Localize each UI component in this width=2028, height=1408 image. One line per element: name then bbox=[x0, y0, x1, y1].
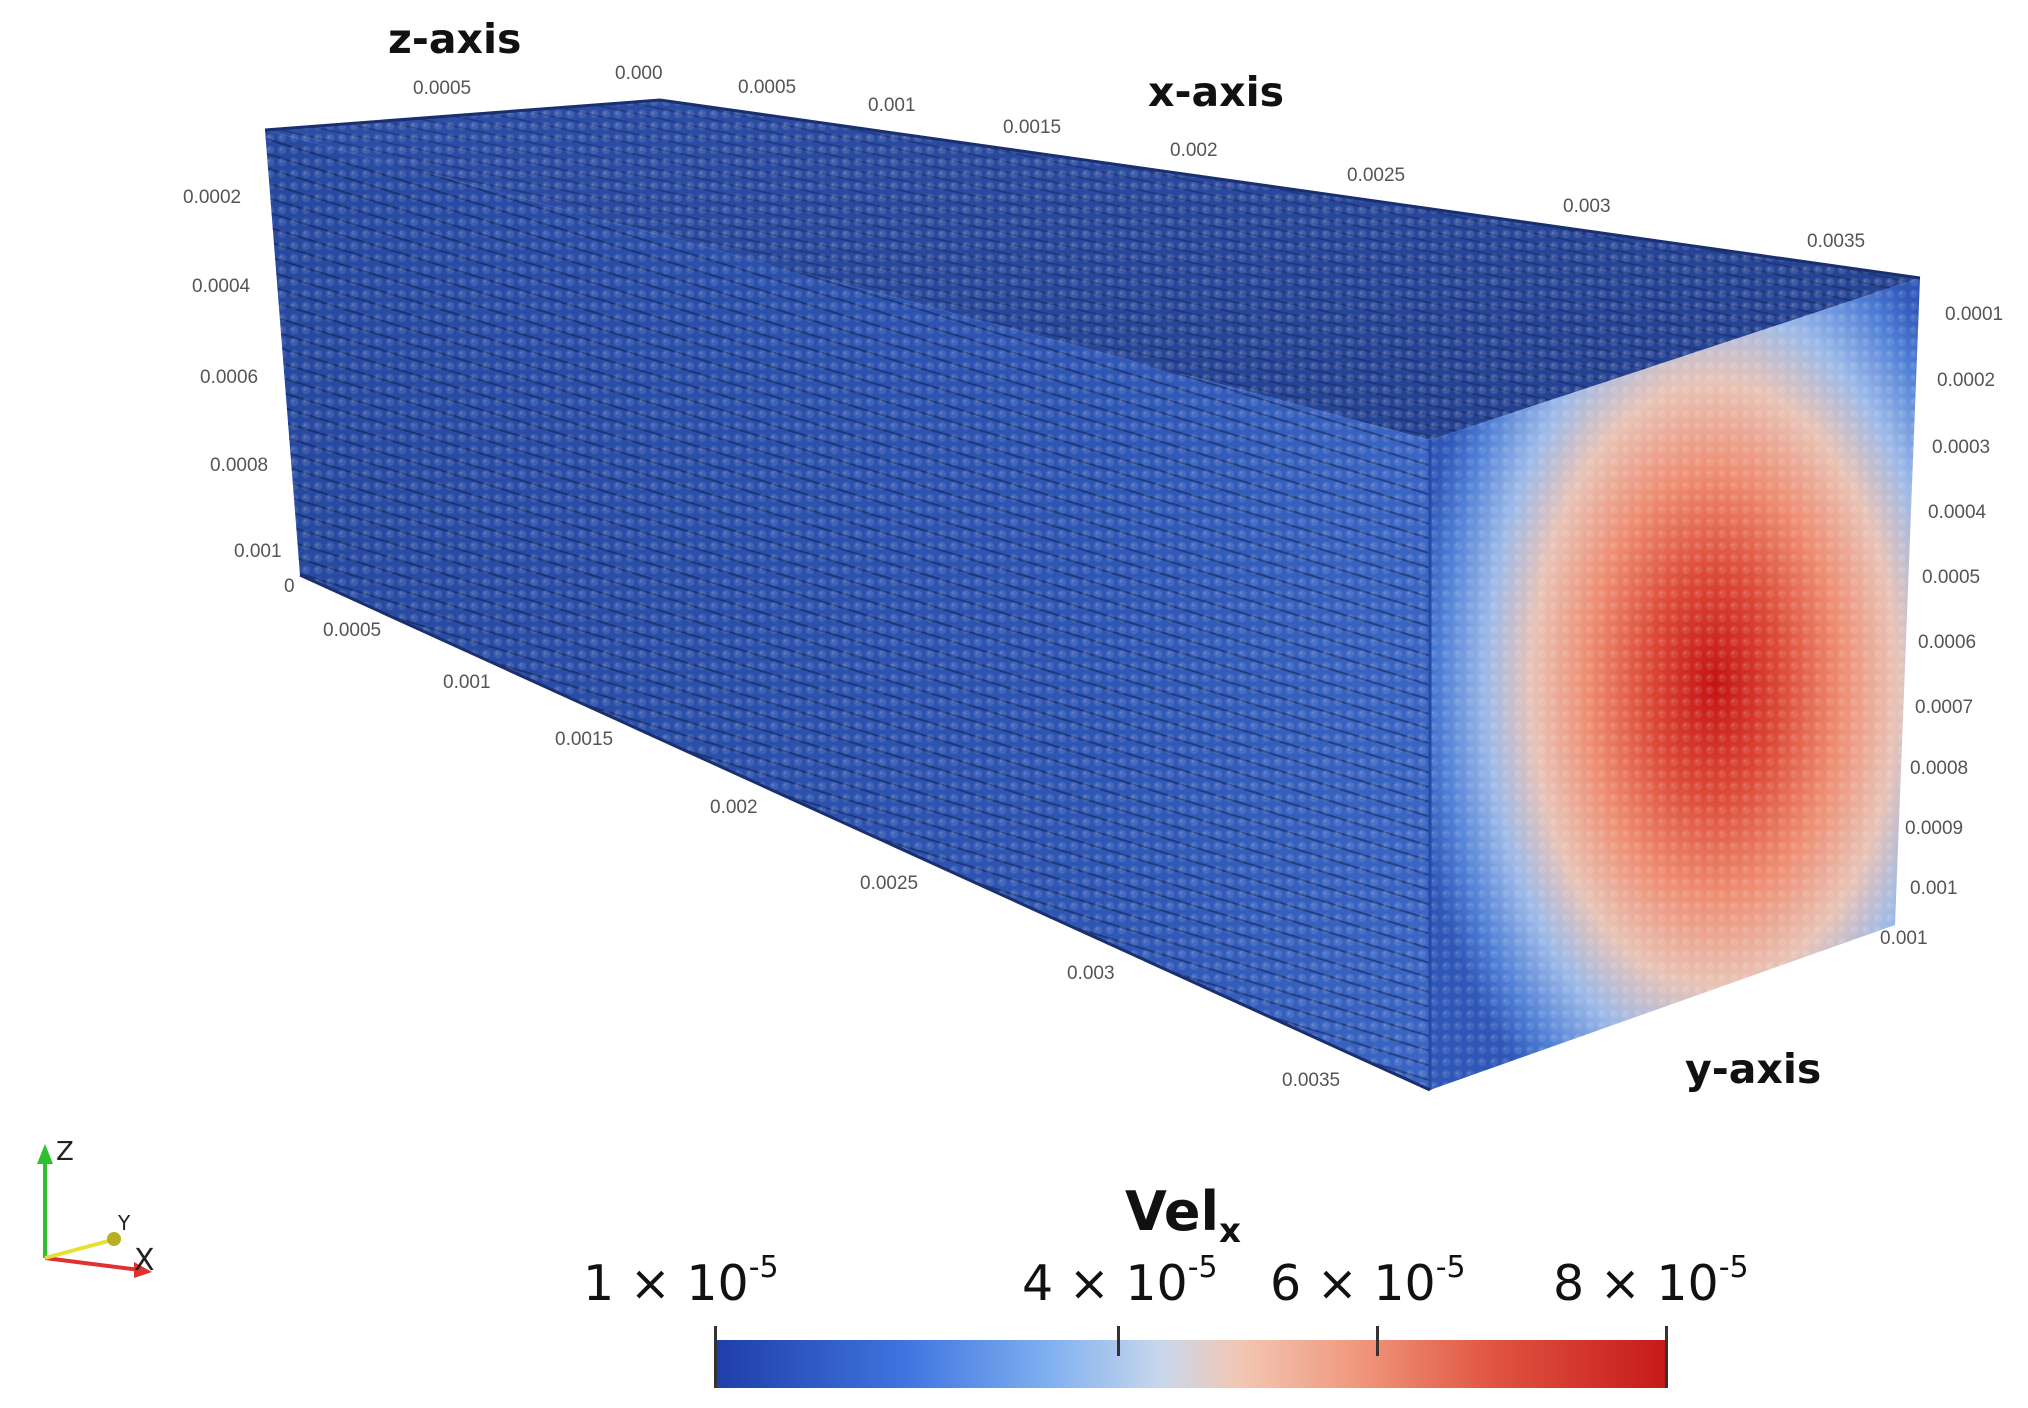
tick-left-z: 0.0006 bbox=[200, 367, 259, 388]
tick-top-x: 0.0015 bbox=[1003, 117, 1062, 138]
tick-right-y: 0.0008 bbox=[1910, 758, 1969, 779]
z-axis-title: z-axis bbox=[388, 15, 522, 63]
colorbar-tick bbox=[1117, 1326, 1120, 1356]
tick-bottom-x: 0.0025 bbox=[860, 873, 919, 894]
tick-bottom-x: 0.0015 bbox=[555, 729, 614, 750]
tick-right-y: 0.0003 bbox=[1932, 437, 1991, 458]
tick-right-y: 0.0001 bbox=[1945, 304, 2004, 325]
tick-top-x: 0.001 bbox=[868, 95, 916, 116]
tick-top-x: 0.0035 bbox=[1807, 231, 1866, 252]
y-axis-title: y-axis bbox=[1685, 1045, 1822, 1093]
tick-right-y: 0.0006 bbox=[1918, 632, 1977, 653]
tick-left-z: 0.0008 bbox=[210, 455, 269, 476]
triad-x-label: X bbox=[134, 1243, 155, 1278]
tick-right-y: 0.0004 bbox=[1928, 502, 1987, 523]
tick-right-y: 0.0009 bbox=[1905, 818, 1964, 839]
colorbar-label: 8 × 10-5 bbox=[1553, 1249, 1749, 1312]
tick-bottom-x: 0.001 bbox=[443, 672, 491, 693]
tick-bottom-x: 0.003 bbox=[1067, 963, 1115, 984]
triad-y-label: Y bbox=[117, 1211, 131, 1235]
tick-top-x: 0.003 bbox=[1563, 196, 1611, 217]
tick-right-y: 0.0005 bbox=[1922, 567, 1981, 588]
tick-left-z: 0 bbox=[284, 576, 295, 597]
tick-top-x: 0.002 bbox=[1170, 140, 1218, 161]
tick-left-z: 0.001 bbox=[234, 541, 282, 562]
tick-bottom-x: 0.0005 bbox=[323, 620, 382, 641]
tick-top-x: 0.0005 bbox=[738, 77, 797, 98]
tick-top-z: 0.000 bbox=[615, 63, 663, 84]
triad-z-label: Z bbox=[56, 1137, 74, 1167]
x-axis-title: x-axis bbox=[1148, 68, 1285, 116]
tick-top-z: 0.0005 bbox=[413, 78, 472, 99]
colorbar-tick bbox=[1665, 1326, 1668, 1388]
tick-top-x: 0.0025 bbox=[1347, 165, 1406, 186]
tick-left-z: 0.0002 bbox=[183, 187, 242, 208]
tick-bottom-x: 0.002 bbox=[710, 797, 758, 818]
colorbar-tick bbox=[1376, 1326, 1379, 1356]
tick-right-y: 0.001 bbox=[1910, 878, 1958, 899]
colorbar-label: 1 × 10-5 bbox=[583, 1249, 779, 1312]
tick-right-y: 0.0002 bbox=[1937, 370, 1996, 391]
orientation-triad: Z Y X bbox=[37, 1137, 155, 1278]
colorbar-label: 6 × 10-5 bbox=[1270, 1249, 1466, 1312]
colorbar-gradient bbox=[715, 1340, 1667, 1388]
colorbar-tick bbox=[714, 1326, 717, 1388]
tick-right-y: 0.0007 bbox=[1915, 697, 1974, 718]
tick-bottom-x: 0.0035 bbox=[1282, 1070, 1341, 1091]
colorbar-label: 4 × 10-5 bbox=[1022, 1249, 1218, 1312]
tick-left-z: 0.0004 bbox=[192, 276, 251, 297]
tick-right-y: 0.001 bbox=[1880, 928, 1928, 949]
colorbar-title: Velx bbox=[1125, 1180, 1241, 1251]
